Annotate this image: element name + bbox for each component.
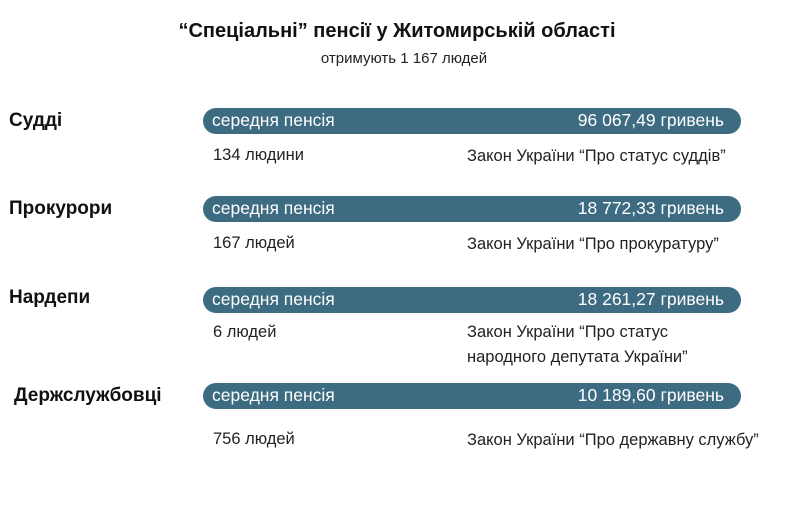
category-label: Судді xyxy=(9,110,63,131)
average-pension-bar: середня пенсія 18 772,33 гривень xyxy=(203,196,741,222)
recipient-count: 6 людей xyxy=(213,323,277,341)
category-label: Нардепи xyxy=(9,287,91,308)
recipient-count: 167 людей xyxy=(213,234,295,252)
bar-label: середня пенсія xyxy=(212,110,335,130)
bar-value: 18 772,33 гривень xyxy=(577,198,724,218)
row-judges: Судді середня пенсія 96 067,49 гривень 1… xyxy=(0,108,794,218)
law-reference: Закон України “Про державну службу” xyxy=(467,431,759,449)
bar-label: середня пенсія xyxy=(212,289,335,309)
bar-value: 18 261,27 гривень xyxy=(577,289,724,309)
bar-value: 10 189,60 гривень xyxy=(577,385,724,405)
bar-label: середня пенсія xyxy=(212,385,335,405)
recipient-count: 134 людини xyxy=(213,146,304,164)
page-title: “Спеціальні” пенсії у Житомирській облас… xyxy=(178,20,616,42)
law-reference: Закон України “Про статус суддів” xyxy=(467,147,726,165)
row-mps: Нардепи середня пенсія 18 261,27 гривень… xyxy=(0,287,794,397)
category-label: Прокурори xyxy=(9,198,113,219)
row-civil-servants: Держслужбовці середня пенсія 10 189,60 г… xyxy=(0,383,794,493)
average-pension-bar: середня пенсія 96 067,49 гривень xyxy=(203,108,741,134)
bar-label: середня пенсія xyxy=(212,198,335,218)
row-prosecutors: Прокурори середня пенсія 18 772,33 гриве… xyxy=(0,196,794,306)
law-reference: Закон України “Про прокуратуру” xyxy=(467,235,719,253)
recipient-count: 756 людей xyxy=(213,430,295,448)
average-pension-bar: середня пенсія 18 261,27 гривень xyxy=(203,287,741,313)
category-label: Держслужбовці xyxy=(14,385,162,406)
average-pension-bar: середня пенсія 10 189,60 гривень xyxy=(203,383,741,409)
page-subtitle: отримують 1 167 людей xyxy=(320,50,488,67)
bar-value: 96 067,49 гривень xyxy=(577,110,724,130)
law-reference: Закон України “Про статус народного депу… xyxy=(467,323,688,366)
